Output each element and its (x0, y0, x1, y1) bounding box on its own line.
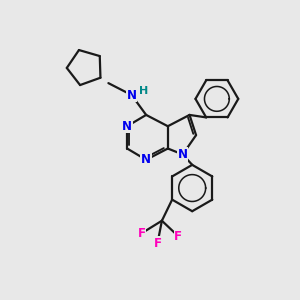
Text: N: N (178, 148, 188, 161)
Text: F: F (174, 230, 182, 243)
Text: N: N (122, 120, 132, 133)
Text: F: F (138, 227, 146, 240)
Text: F: F (153, 237, 161, 250)
Text: N: N (141, 153, 151, 166)
Text: H: H (139, 85, 148, 96)
Text: N: N (127, 88, 136, 101)
